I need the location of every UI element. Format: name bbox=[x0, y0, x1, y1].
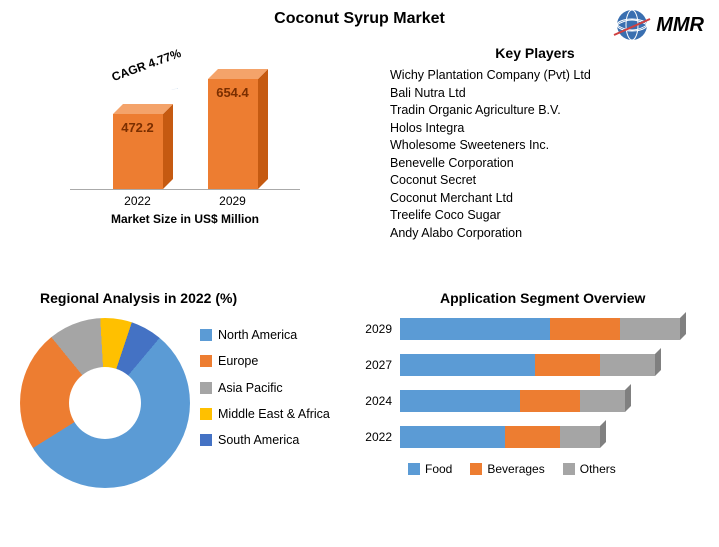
legend-swatch bbox=[200, 329, 212, 341]
app-seg-food bbox=[400, 390, 520, 412]
bar-xlabel: 2022 bbox=[124, 194, 151, 208]
legend-label: Beverages bbox=[487, 462, 544, 476]
legend-swatch bbox=[200, 408, 212, 420]
app-seg-beverages bbox=[520, 390, 580, 412]
donut-hole bbox=[69, 367, 141, 439]
key-player-item: Bali Nutra Ltd bbox=[370, 85, 700, 103]
app-row-2022: 2022 bbox=[360, 426, 700, 448]
region-legend-item: Europe bbox=[200, 348, 330, 374]
regional-title: Regional Analysis in 2022 (%) bbox=[40, 290, 237, 306]
region-legend-item: Middle East & Africa bbox=[200, 401, 330, 427]
key-player-item: Holos Integra bbox=[370, 120, 700, 138]
legend-label: Europe bbox=[218, 348, 258, 374]
logo-text: MMR bbox=[656, 14, 704, 37]
app-seg-beverages bbox=[535, 354, 600, 376]
app-seg-food bbox=[400, 426, 505, 448]
legend-swatch bbox=[200, 355, 212, 367]
app-row-year: 2029 bbox=[360, 322, 400, 336]
globe-icon bbox=[612, 5, 652, 45]
key-player-item: Treelife Coco Sugar bbox=[370, 207, 700, 225]
app-row-2024: 2024 bbox=[360, 390, 700, 412]
legend-swatch bbox=[408, 463, 420, 475]
app-seg-others bbox=[600, 354, 655, 376]
key-player-item: Wholesome Sweeteners Inc. bbox=[370, 137, 700, 155]
bar-chart-subtitle: Market Size in US$ Million bbox=[70, 212, 300, 226]
key-player-item: Andy Alabo Corporation bbox=[370, 225, 700, 243]
legend-label: Asia Pacific bbox=[218, 375, 283, 401]
regional-donut-chart: North AmericaEuropeAsia PacificMiddle Ea… bbox=[20, 318, 330, 488]
app-seg-others bbox=[620, 318, 680, 340]
key-player-item: Wichy Plantation Company (Pvt) Ltd bbox=[370, 67, 700, 85]
app-row-2027: 2027 bbox=[360, 354, 700, 376]
region-legend-item: Asia Pacific bbox=[200, 375, 330, 401]
legend-label: North America bbox=[218, 322, 297, 348]
legend-label: Middle East & Africa bbox=[218, 401, 330, 427]
legend-swatch bbox=[200, 434, 212, 446]
app-legend-item: Beverages bbox=[470, 462, 544, 476]
application-title: Application Segment Overview bbox=[440, 290, 645, 306]
app-row-year: 2027 bbox=[360, 358, 400, 372]
legend-swatch bbox=[563, 463, 575, 475]
legend-label: South America bbox=[218, 427, 299, 453]
bar-2022: 472.2 bbox=[113, 114, 163, 189]
app-seg-food bbox=[400, 354, 535, 376]
key-player-item: Coconut Merchant Ltd bbox=[370, 190, 700, 208]
bar-xlabel: 2029 bbox=[219, 194, 246, 208]
legend-swatch bbox=[470, 463, 482, 475]
app-seg-beverages bbox=[550, 318, 620, 340]
key-players-section: Key Players Wichy Plantation Company (Pv… bbox=[370, 45, 700, 242]
key-players-heading: Key Players bbox=[370, 45, 700, 61]
app-seg-food bbox=[400, 318, 550, 340]
region-legend-item: South America bbox=[200, 427, 330, 453]
app-seg-others bbox=[560, 426, 600, 448]
application-stacked-bar-chart: 2029 2027 2024 2022 Food Beverages Others bbox=[360, 318, 700, 476]
key-player-item: Benevelle Corporation bbox=[370, 155, 700, 173]
page-title: Coconut Syrup Market bbox=[0, 10, 719, 28]
app-row-year: 2024 bbox=[360, 394, 400, 408]
legend-swatch bbox=[200, 382, 212, 394]
app-row-year: 2022 bbox=[360, 430, 400, 444]
legend-label: Others bbox=[580, 462, 616, 476]
app-legend-item: Food bbox=[408, 462, 452, 476]
market-size-bar-chart: CAGR 4.77% 472.2654.4 20222029 Market Si… bbox=[70, 60, 300, 240]
app-row-2029: 2029 bbox=[360, 318, 700, 340]
key-player-item: Tradin Organic Agriculture B.V. bbox=[370, 102, 700, 120]
legend-label: Food bbox=[425, 462, 452, 476]
bar-2029: 654.4 bbox=[208, 79, 258, 189]
app-seg-beverages bbox=[505, 426, 560, 448]
brand-logo: MMR bbox=[612, 5, 704, 45]
key-player-item: Coconut Secret bbox=[370, 172, 700, 190]
region-legend-item: North America bbox=[200, 322, 330, 348]
app-seg-others bbox=[580, 390, 625, 412]
app-legend-item: Others bbox=[563, 462, 616, 476]
